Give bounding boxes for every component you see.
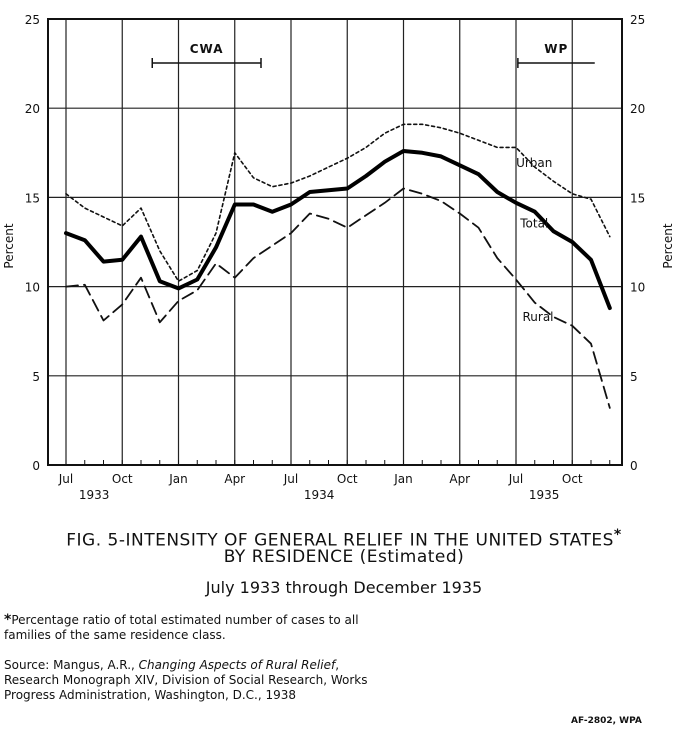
x-year-label: 1934 bbox=[304, 488, 335, 502]
x-year-label: 1935 bbox=[529, 488, 560, 502]
x-year-label: 1933 bbox=[79, 488, 110, 502]
source-title: Changing Aspects of Rural Relief bbox=[138, 658, 336, 672]
footnote-text: Percentage ratio of total estimated numb… bbox=[4, 613, 359, 642]
footnote-marker: * bbox=[4, 612, 12, 628]
series-lines: Urban Total Rural bbox=[64, 123, 612, 409]
figure-title-text: FIG. 5-INTENSITY OF GENERAL RELIEF IN TH… bbox=[66, 530, 614, 551]
y-axis-title-left: Percent bbox=[2, 223, 16, 268]
x-tick-label: Jul bbox=[508, 472, 523, 486]
y-tick-label-left: 5 bbox=[32, 370, 40, 384]
series-label-rural: Rural bbox=[522, 310, 553, 324]
x-tick-label: Oct bbox=[562, 472, 583, 486]
y-tick-label-right: 20 bbox=[630, 102, 645, 116]
y-tick-label-left: 25 bbox=[25, 13, 40, 27]
source-prefix: Source: Mangus, A.R., bbox=[4, 658, 139, 672]
x-tick-label: Oct bbox=[337, 472, 358, 486]
footnote: *Percentage ratio of total estimated num… bbox=[4, 613, 404, 643]
figure-title: FIG. 5-INTENSITY OF GENERAL RELIEF IN TH… bbox=[0, 525, 688, 551]
source-citation: Source: Mangus, A.R., Changing Aspects o… bbox=[4, 658, 384, 703]
x-tick-label: Jul bbox=[283, 472, 298, 486]
series-line-total bbox=[64, 149, 612, 310]
plot-frame bbox=[47, 18, 623, 466]
y-tick-label-right: 10 bbox=[630, 281, 645, 295]
y-tick-label-right: 15 bbox=[630, 191, 645, 205]
x-tick-label: Oct bbox=[112, 472, 133, 486]
source-rest: , Research Monograph XIV, Division of So… bbox=[4, 658, 368, 702]
figure-subtitle: BY RESIDENCE (Estimated) bbox=[223, 547, 465, 567]
series-line-urban bbox=[65, 123, 611, 283]
y-tick-label-left: 10 bbox=[25, 281, 40, 295]
bracket-label: WP bbox=[544, 42, 568, 56]
series-label-urban: Urban bbox=[516, 156, 552, 170]
x-tick-label: Apr bbox=[449, 472, 470, 486]
x-tick-label: Jul bbox=[58, 472, 73, 486]
y-tick-label-right: 25 bbox=[630, 13, 645, 27]
y-tick-label-left: 20 bbox=[25, 102, 40, 116]
y-tick-label-right: 5 bbox=[630, 370, 638, 384]
y-axis-ticks: 0 0 5 5 10 10 15 15 20 20 25 25 bbox=[25, 13, 646, 473]
figure-code: AF-2802, WPA bbox=[571, 716, 642, 726]
series-line-rural bbox=[65, 187, 611, 409]
series-label-total: Total bbox=[519, 217, 548, 231]
x-tick-label: Jan bbox=[168, 472, 188, 486]
figure-title-marker: * bbox=[613, 527, 622, 543]
y-tick-label-right: 0 bbox=[630, 459, 638, 473]
bracket-label: CWA bbox=[190, 42, 224, 56]
y-tick-label-left: 15 bbox=[25, 191, 40, 205]
y-tick-label-left: 0 bbox=[32, 459, 40, 473]
figure-date-range: July 1933 through December 1935 bbox=[205, 578, 483, 597]
y-axis-title-right: Percent bbox=[661, 223, 675, 268]
x-tick-label: Apr bbox=[224, 472, 245, 486]
program-brackets: CWA WP bbox=[151, 42, 595, 68]
x-tick-label: Jan bbox=[393, 472, 413, 486]
